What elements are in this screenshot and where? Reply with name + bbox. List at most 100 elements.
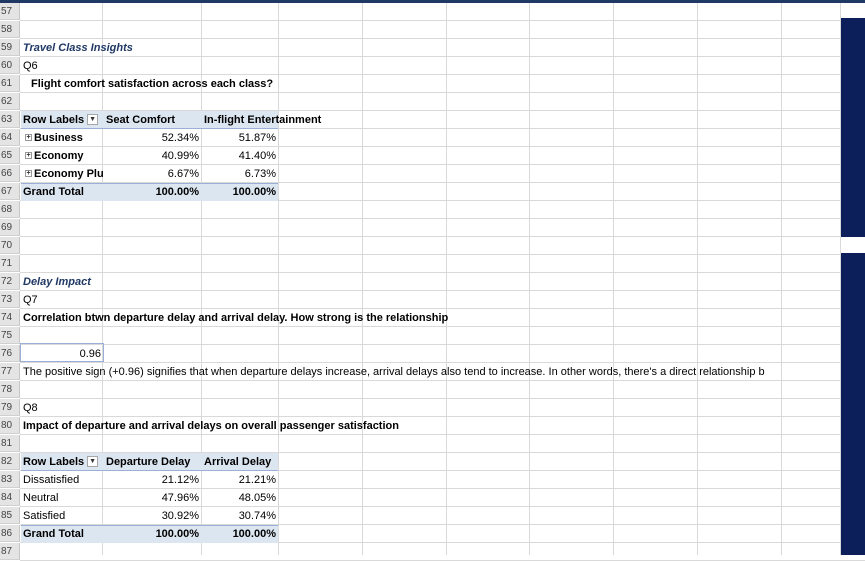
gridline-row bbox=[20, 254, 865, 255]
gridline-col bbox=[278, 3, 279, 555]
pivot1-col-inflight[interactable]: In-flight Entertainment bbox=[204, 114, 322, 126]
expand-icon[interactable]: + bbox=[25, 133, 32, 141]
row-header[interactable]: 62 bbox=[0, 93, 20, 110]
dark-panel-bottom bbox=[841, 253, 865, 555]
pivot2-col-departure[interactable]: Departure Delay bbox=[106, 456, 191, 468]
gridline-row bbox=[20, 416, 865, 417]
pivot1-cell[interactable]: 40.99% bbox=[161, 150, 199, 162]
pivot2-total-cell[interactable]: 100.00% bbox=[232, 528, 276, 540]
pivot2-header-band bbox=[21, 453, 278, 471]
pivot1-row-economy-plus[interactable]: + Economy Plu bbox=[25, 168, 104, 180]
row-header[interactable]: 66 bbox=[0, 165, 20, 182]
pivot2-row-labels[interactable]: Row Labels ▼ bbox=[23, 453, 99, 471]
pivot2-total-cell[interactable]: 100.00% bbox=[155, 528, 199, 540]
pivot2-grand-total[interactable]: Grand Total bbox=[23, 528, 84, 540]
question-q6[interactable]: Flight comfort satisfaction across each … bbox=[31, 78, 274, 90]
expand-icon[interactable]: + bbox=[25, 151, 32, 159]
pivot1-row-labels[interactable]: Row Labels ▼ bbox=[23, 111, 99, 129]
pivot2-row-dissatisfied[interactable]: Dissatisfied bbox=[23, 474, 80, 486]
row-header[interactable]: 71 bbox=[0, 255, 20, 272]
correlation-value[interactable]: 0.96 bbox=[79, 348, 101, 360]
gridline-row bbox=[20, 524, 865, 525]
row-header[interactable]: 58 bbox=[0, 21, 20, 38]
row-header[interactable]: 85 bbox=[0, 507, 20, 524]
pivot2-row-satisfied[interactable]: Satisfied bbox=[23, 510, 66, 522]
row-header[interactable]: 64 bbox=[0, 129, 20, 146]
pivot2-cell[interactable]: 21.12% bbox=[161, 474, 199, 486]
row-header[interactable]: 57 bbox=[0, 3, 20, 20]
gridline-row bbox=[20, 506, 865, 507]
pivot1-total-cell[interactable]: 100.00% bbox=[155, 186, 199, 198]
question-q7[interactable]: Correlation btwn departure delay and arr… bbox=[23, 312, 449, 324]
pivot1-header-band bbox=[21, 111, 278, 129]
filter-dropdown-icon[interactable]: ▼ bbox=[87, 113, 99, 125]
pivot2-cell[interactable]: 30.74% bbox=[238, 510, 276, 522]
row-header[interactable]: 81 bbox=[0, 435, 20, 452]
row-header[interactable]: 74 bbox=[0, 309, 20, 326]
question-q8[interactable]: Impact of departure and arrival delays o… bbox=[23, 420, 399, 432]
pivot1-total-cell[interactable]: 100.00% bbox=[232, 186, 276, 198]
question-id-q7[interactable]: Q7 bbox=[23, 294, 38, 306]
gridline-col bbox=[362, 3, 363, 555]
pivot2-cell[interactable]: 48.05% bbox=[238, 492, 276, 504]
row-header[interactable]: 79 bbox=[0, 399, 20, 416]
row-header[interactable]: 68 bbox=[0, 201, 20, 218]
pivot2-row-neutral[interactable]: Neutral bbox=[23, 492, 59, 504]
pivot2-cell[interactable]: 47.96% bbox=[161, 492, 199, 504]
gridline-col bbox=[529, 3, 530, 555]
gridline-row bbox=[20, 398, 865, 399]
row-header[interactable]: 63 bbox=[0, 111, 20, 128]
row-header[interactable]: 78 bbox=[0, 381, 20, 398]
question-id-q6[interactable]: Q6 bbox=[23, 60, 38, 72]
expand-icon[interactable]: + bbox=[25, 169, 32, 177]
row-header[interactable]: 84 bbox=[0, 489, 20, 506]
pivot2-col-arrival[interactable]: Arrival Delay bbox=[204, 456, 272, 468]
gridline-row bbox=[20, 434, 865, 435]
row-header[interactable]: 60 bbox=[0, 57, 20, 74]
row-header[interactable]: 82 bbox=[0, 453, 20, 470]
row-header[interactable]: 76 bbox=[0, 345, 20, 362]
correlation-note[interactable]: The positive sign (+0.96) signifies that… bbox=[23, 366, 765, 378]
row-header[interactable]: 77 bbox=[0, 363, 20, 380]
dark-panel-top bbox=[841, 18, 865, 237]
row-header[interactable]: 87 bbox=[0, 543, 20, 560]
row-header[interactable]: 75 bbox=[0, 327, 20, 344]
filter-dropdown-icon[interactable]: ▼ bbox=[87, 455, 99, 467]
pivot1-grand-total[interactable]: Grand Total bbox=[23, 186, 84, 198]
gridline-row bbox=[20, 272, 865, 273]
pivot2-cell[interactable]: 21.21% bbox=[238, 474, 276, 486]
gridline-row bbox=[20, 74, 865, 75]
row-header[interactable]: 83 bbox=[0, 471, 20, 488]
pivot1-cell[interactable]: 41.40% bbox=[238, 150, 276, 162]
row-header[interactable]: 73 bbox=[0, 291, 20, 308]
question-id-q8[interactable]: Q8 bbox=[23, 402, 38, 414]
row-header[interactable]: 67 bbox=[0, 183, 20, 200]
row-header[interactable]: 72 bbox=[0, 273, 20, 290]
pivot2-cell[interactable]: 30.92% bbox=[161, 510, 199, 522]
row-header[interactable]: 65 bbox=[0, 147, 20, 164]
row-header[interactable]: 80 bbox=[0, 417, 20, 434]
gridline-row bbox=[20, 380, 865, 381]
pivot1-row-business[interactable]: + Business bbox=[25, 132, 83, 144]
row-header[interactable]: 86 bbox=[0, 525, 20, 542]
section-title-travel-class[interactable]: Travel Class Insights bbox=[23, 42, 133, 54]
pivot1-cell[interactable]: 6.67% bbox=[167, 168, 199, 180]
gridline-row bbox=[20, 128, 865, 129]
top-border bbox=[0, 0, 865, 3]
pivot1-cell[interactable]: 6.73% bbox=[244, 168, 276, 180]
pivot1-cell[interactable]: 52.34% bbox=[161, 132, 199, 144]
row-header[interactable]: 59 bbox=[0, 39, 20, 56]
gridline-row bbox=[20, 56, 865, 57]
pivot1-col-seat-comfort[interactable]: Seat Comfort bbox=[106, 114, 176, 126]
row-header[interactable]: 61 bbox=[0, 75, 20, 92]
section-title-delay-impact[interactable]: Delay Impact bbox=[23, 276, 91, 288]
gridline-row bbox=[20, 38, 865, 39]
pivot1-cell[interactable]: 51.87% bbox=[238, 132, 276, 144]
gridline-col bbox=[102, 3, 103, 555]
row-header[interactable]: 70 bbox=[0, 237, 20, 254]
row-header[interactable]: 69 bbox=[0, 219, 20, 236]
gridline-col bbox=[201, 3, 202, 555]
pivot1-row-economy[interactable]: + Economy bbox=[25, 150, 84, 162]
gridline-row bbox=[20, 218, 865, 219]
pivot1-total-band bbox=[21, 183, 278, 201]
